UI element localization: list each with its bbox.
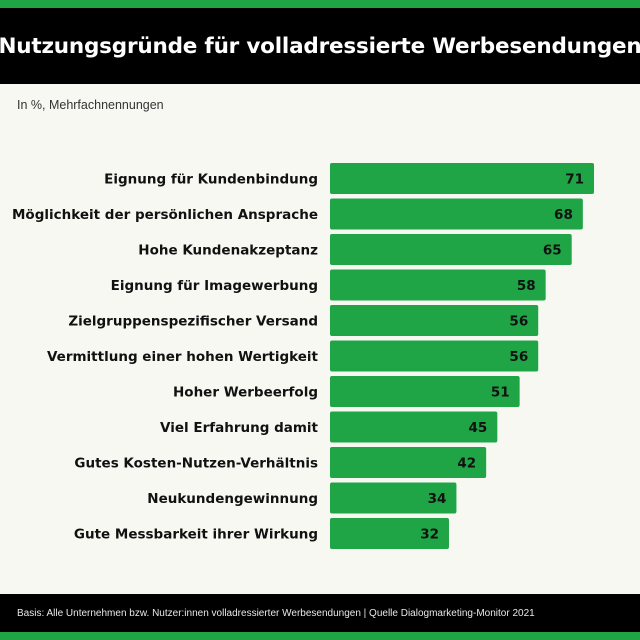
category-label: Hohe Kundenakzeptanz <box>138 243 318 259</box>
bar <box>330 447 487 478</box>
top-accent-bar <box>0 0 640 8</box>
chart-title: Nutzungsgründe für volladressierte Werbe… <box>0 33 640 59</box>
data-label: 68 <box>554 207 573 223</box>
bar <box>330 376 520 407</box>
chart-subtitle: In %, Mehrfachnennungen <box>17 98 164 112</box>
data-label: 45 <box>469 420 488 436</box>
bar <box>330 482 457 514</box>
header: Nutzungsgründe für volladressierte Werbe… <box>0 8 640 84</box>
category-label: Eignung für Imagewerbung <box>111 278 318 294</box>
data-label: 56 <box>509 314 528 330</box>
bar <box>330 198 583 230</box>
bar <box>330 269 546 301</box>
category-label: Viel Erfahrung damit <box>160 420 319 436</box>
data-label: 34 <box>428 491 447 507</box>
data-label: 58 <box>517 278 536 294</box>
bar <box>330 163 594 194</box>
data-label: 42 <box>457 456 476 472</box>
category-label: Eignung für Kundenbindung <box>104 172 318 188</box>
bar <box>330 234 572 265</box>
bar <box>330 411 498 443</box>
bar <box>330 340 539 372</box>
data-label: 32 <box>420 527 439 543</box>
bar <box>330 518 449 549</box>
category-label: Gutes Kosten-Nutzen-Verhältnis <box>74 456 318 472</box>
data-label: 56 <box>509 349 528 365</box>
category-label: Vermittlung einer hohen Wertigkeit <box>47 349 319 365</box>
category-label: Neukundengewinnung <box>147 491 318 507</box>
category-label: Zielgruppenspezifischer Versand <box>68 314 318 330</box>
data-label: 51 <box>491 385 510 401</box>
data-label: 71 <box>565 172 584 188</box>
footer: Basis: Alle Unternehmen bzw. Nutzer:inne… <box>0 594 640 632</box>
bar-chart: Eignung für Kundenbindung 71 Möglichkeit d… <box>12 163 594 549</box>
bottom-accent-bar <box>0 632 640 640</box>
category-label: Möglichkeit der persönlichen Ansprache <box>12 207 318 223</box>
category-label: Hoher Werbeerfolg <box>173 385 318 401</box>
category-label: Gute Messbarkeit ihrer Wirkung <box>74 527 318 543</box>
source-note: Basis: Alle Unternehmen bzw. Nutzer:inne… <box>17 607 535 619</box>
data-label: 65 <box>543 243 562 259</box>
bar <box>330 305 539 336</box>
